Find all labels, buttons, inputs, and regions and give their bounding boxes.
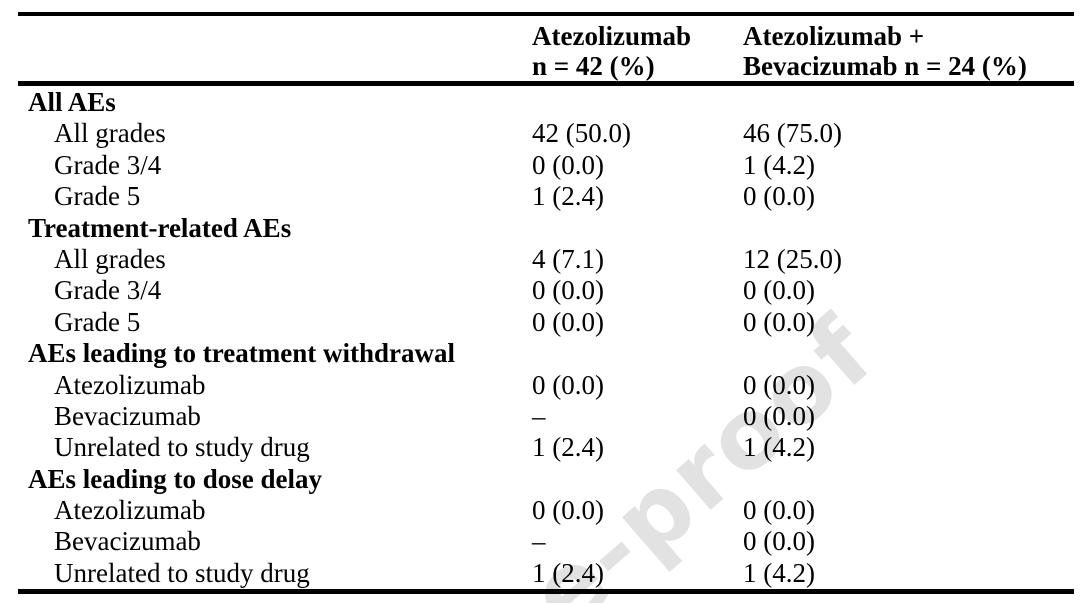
table-row-bevacizumab: Bevacizumab – 0 (0.0) [18, 401, 1074, 432]
row-label: Grade 3/4 [54, 275, 162, 306]
table-row-grade-3-4: Grade 3/4 0 (0.0) 0 (0.0) [18, 275, 1074, 306]
row-value-combination: 0 (0.0) [743, 400, 815, 431]
table-row-all-grades: All grades 4 (7.1) 12 (25.0) [18, 244, 1074, 275]
table-row-all-aes: All AEs [18, 87, 1074, 118]
table-header-rule [18, 81, 1074, 86]
row-label: AEs leading to dose delay [28, 463, 323, 494]
row-value-atezolizumab [532, 464, 743, 495]
row-value-combination: 12 (25.0) [743, 243, 842, 274]
table-row-bevacizumab: Bevacizumab – 0 (0.0) [18, 526, 1074, 557]
row-label: Atezolizumab [54, 369, 206, 400]
row-value-atezolizumab: 1 (2.4) [532, 557, 604, 588]
table-row-all-grades: All grades 42 (50.0) 46 (75.0) [18, 118, 1074, 149]
column-header-atezolizumab-bevacizumab-line1: Atezolizumab + [743, 21, 925, 51]
row-value-combination: 0 (0.0) [743, 495, 815, 526]
table-top-rule [18, 12, 1074, 16]
table-bottom-rule [18, 589, 1074, 594]
row-label: Grade 5 [54, 306, 141, 337]
table-row-grade-5: Grade 5 1 (2.4) 0 (0.0) [18, 181, 1074, 212]
row-value-atezolizumab [532, 338, 743, 369]
row-value-atezolizumab: 42 (50.0) [532, 118, 631, 149]
row-label: Bevacizumab [54, 400, 201, 431]
row-label: Unrelated to study drug [54, 557, 310, 588]
table-row-grade-3-4: Grade 3/4 0 (0.0) 1 (4.2) [18, 150, 1074, 181]
row-value-atezolizumab: 1 (2.4) [532, 181, 604, 212]
row-value-atezolizumab: 4 (7.1) [532, 243, 604, 274]
row-value-combination: 46 (75.0) [743, 118, 842, 149]
row-label: Treatment-related AEs [28, 212, 292, 243]
column-header-atezolizumab-bevacizumab: Atezolizumab + Bevacizumab n = 24 (%) [743, 21, 1027, 81]
row-value-combination: 1 (4.2) [743, 149, 815, 180]
column-header-atezolizumab: Atezolizumab n = 42 (%) [532, 21, 691, 81]
row-value-combination [743, 464, 1074, 495]
row-value-combination [743, 213, 1074, 244]
row-label: Grade 3/4 [54, 149, 162, 180]
row-value-atezolizumab: 1 (2.4) [532, 432, 604, 463]
row-value-combination [743, 87, 1074, 118]
table-row-grade-5: Grade 5 0 (0.0) 0 (0.0) [18, 307, 1074, 338]
row-value-combination: 0 (0.0) [743, 306, 815, 337]
row-value-atezolizumab: – [532, 526, 546, 557]
row-label: All grades [54, 243, 166, 274]
row-value-combination: 0 (0.0) [743, 275, 815, 306]
table-row-unrelated-to-study-drug: Unrelated to study drug 1 (2.4) 1 (4.2) [18, 558, 1074, 589]
table-row-atezolizumab: Atezolizumab 0 (0.0) 0 (0.0) [18, 495, 1074, 526]
row-value-combination [743, 338, 1074, 369]
row-value-combination: 0 (0.0) [743, 181, 815, 212]
row-label: Atezolizumab [54, 495, 206, 526]
table-row-aes-leading-to-dose-delay: AEs leading to dose delay [18, 464, 1074, 495]
row-label: All AEs [28, 87, 116, 117]
row-value-combination: 0 (0.0) [743, 369, 815, 400]
column-header-atezolizumab-line1: Atezolizumab [532, 21, 691, 51]
table-row-atezolizumab: Atezolizumab 0 (0.0) 0 (0.0) [18, 370, 1074, 401]
row-value-combination: 1 (4.2) [743, 432, 815, 463]
table-row-treatment-related-aes: Treatment-related AEs [18, 213, 1074, 244]
column-header-atezolizumab-bevacizumab-line2: Bevacizumab n = 24 (%) [743, 51, 1027, 81]
row-value-combination: 0 (0.0) [743, 526, 815, 557]
table-row-aes-leading-to-treatment-withdrawal: AEs leading to treatment withdrawal [18, 338, 1074, 369]
adverse-events-table: All AEs All grades 42 (50.0) 46 (75.0) G… [18, 87, 1074, 589]
row-value-atezolizumab [532, 213, 743, 244]
row-value-atezolizumab: 0 (0.0) [532, 275, 604, 306]
row-label: Unrelated to study drug [54, 432, 310, 463]
row-value-atezolizumab: 0 (0.0) [532, 149, 604, 180]
row-value-atezolizumab [532, 87, 743, 118]
row-label: All grades [54, 118, 166, 149]
row-value-atezolizumab: 0 (0.0) [532, 306, 604, 337]
row-value-atezolizumab: 0 (0.0) [532, 369, 604, 400]
table-row-unrelated-to-study-drug: Unrelated to study drug 1 (2.4) 1 (4.2) [18, 432, 1074, 463]
row-label: AEs leading to treatment withdrawal [28, 338, 455, 369]
row-value-atezolizumab: – [532, 400, 546, 431]
row-value-combination: 1 (4.2) [743, 557, 815, 588]
row-value-atezolizumab: 0 (0.0) [532, 495, 604, 526]
row-label: Bevacizumab [54, 526, 201, 557]
column-header-atezolizumab-line2: n = 42 (%) [532, 51, 655, 81]
row-label: Grade 5 [54, 181, 141, 212]
